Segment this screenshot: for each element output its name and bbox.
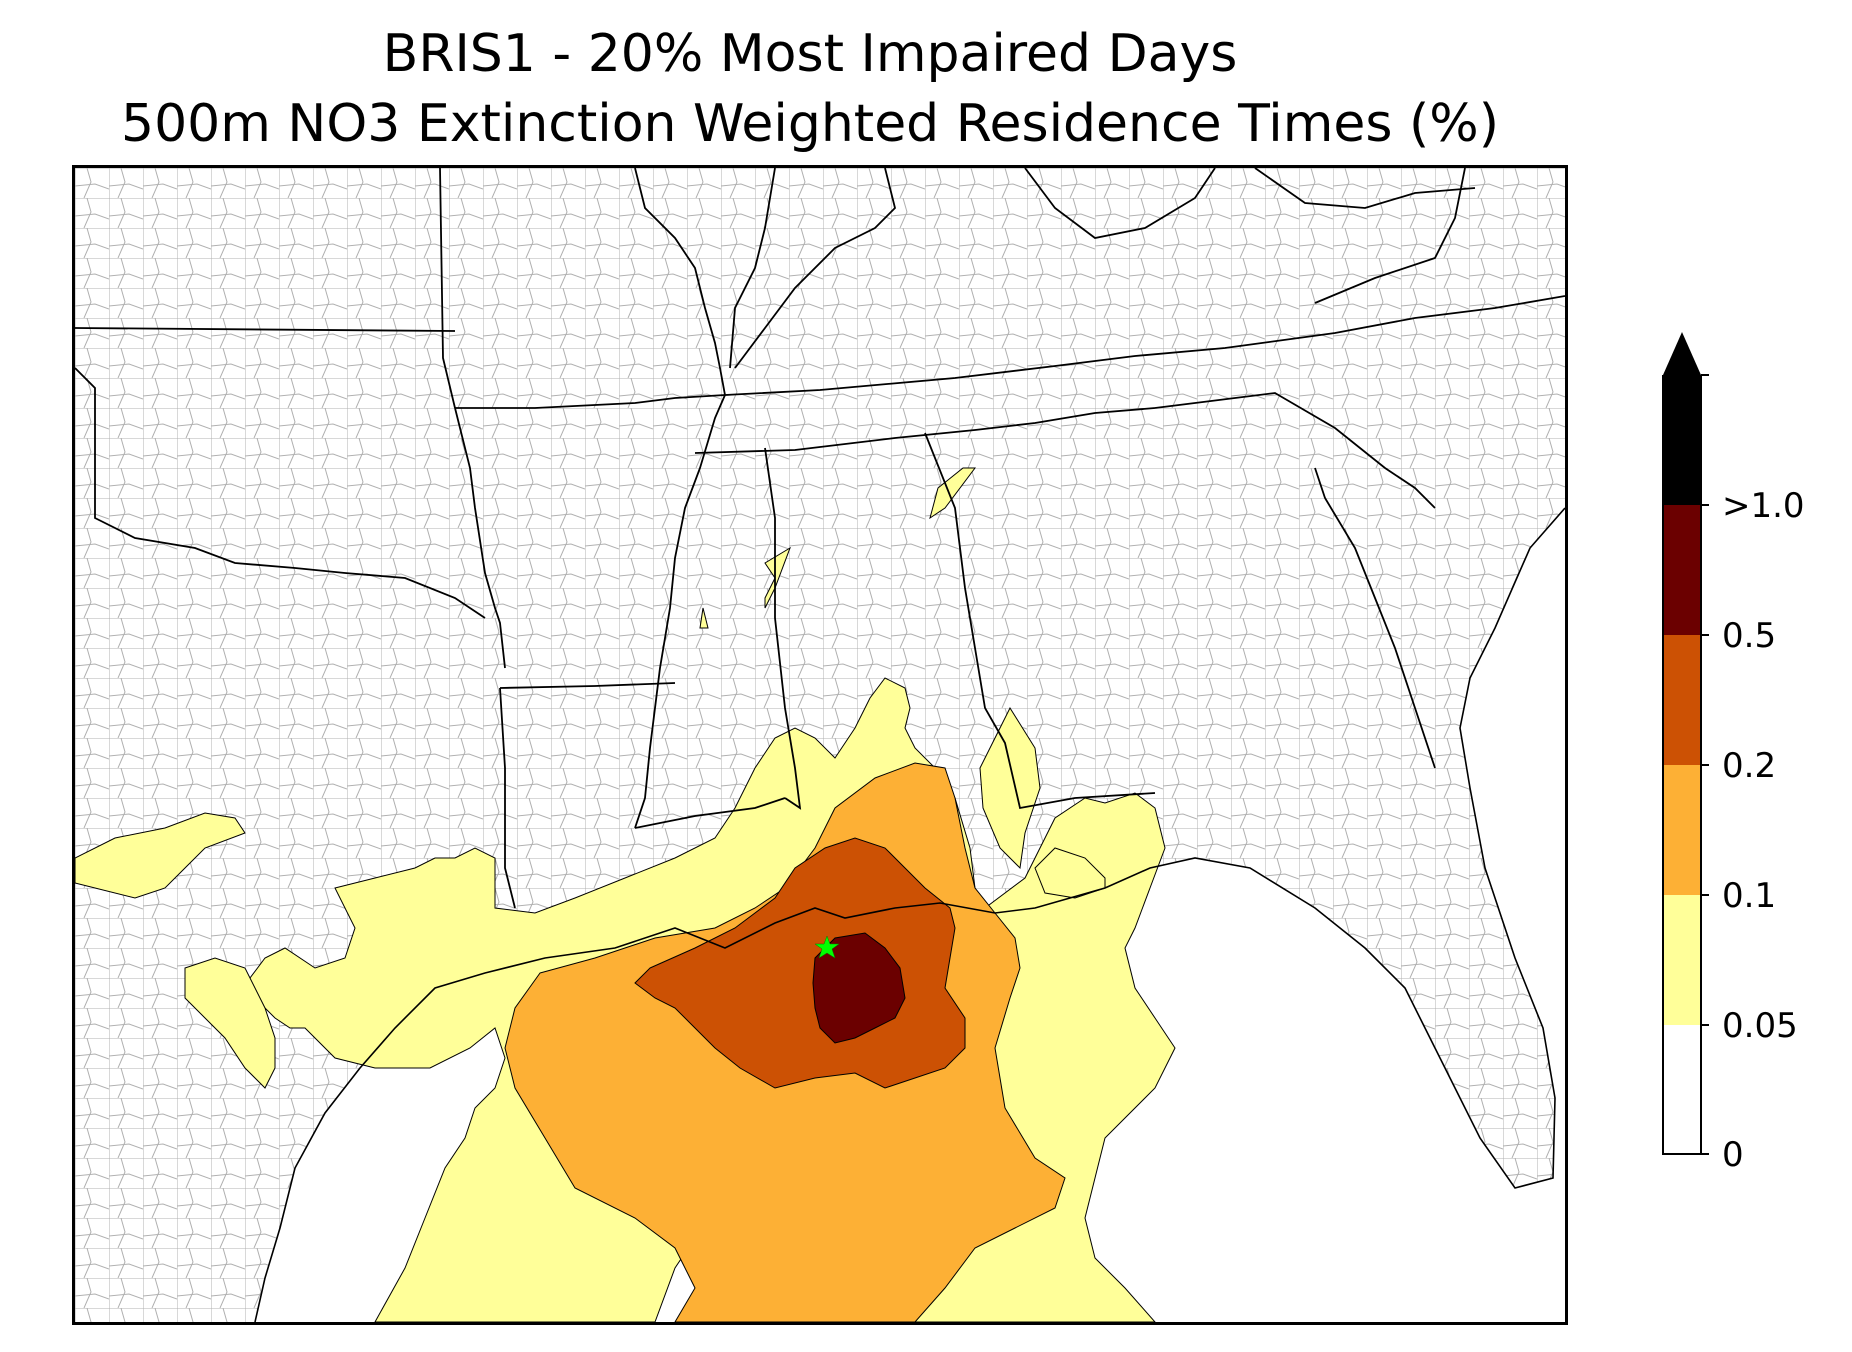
green-star-icon (814, 935, 840, 959)
colorbar-segment-0-05 (1663, 895, 1701, 1025)
state-borders (75, 168, 1565, 909)
colorbar-tick-label: 0.5 (1722, 616, 1776, 656)
coastline (254, 507, 1565, 1322)
colorbar-segment-above-1 (1663, 375, 1701, 505)
colorbar-segment-0-5 (1663, 505, 1701, 635)
colorbar-tick-label: 0.2 (1722, 746, 1776, 786)
colorbar-tick-label: 0.05 (1722, 1006, 1798, 1046)
colorbar-segment-0-1 (1663, 765, 1701, 895)
colorbar-tick-label: 0.1 (1722, 876, 1776, 916)
map-panel (72, 165, 1568, 1325)
map-title-line-2: 500m NO3 Extinction Weighted Residence T… (121, 94, 1499, 154)
map-canvas (75, 168, 1565, 1322)
colorbar-segment-0 (1663, 1025, 1701, 1154)
colorbar-tick-label: 0 (1722, 1135, 1744, 1175)
contour-0-2 (634, 837, 966, 1089)
map-title-line-1: BRIS1 - 20% Most Impaired Days (382, 24, 1238, 84)
colorbar-segment-0-2 (1663, 635, 1701, 765)
colorbar-extend-arrow (1663, 332, 1701, 375)
colorbar: 0 0.05 0.1 0.2 0.5 >1.0 (1662, 332, 1805, 1175)
contour-0-5 (812, 932, 906, 1044)
colorbar-tick-label: >1.0 (1722, 486, 1805, 526)
